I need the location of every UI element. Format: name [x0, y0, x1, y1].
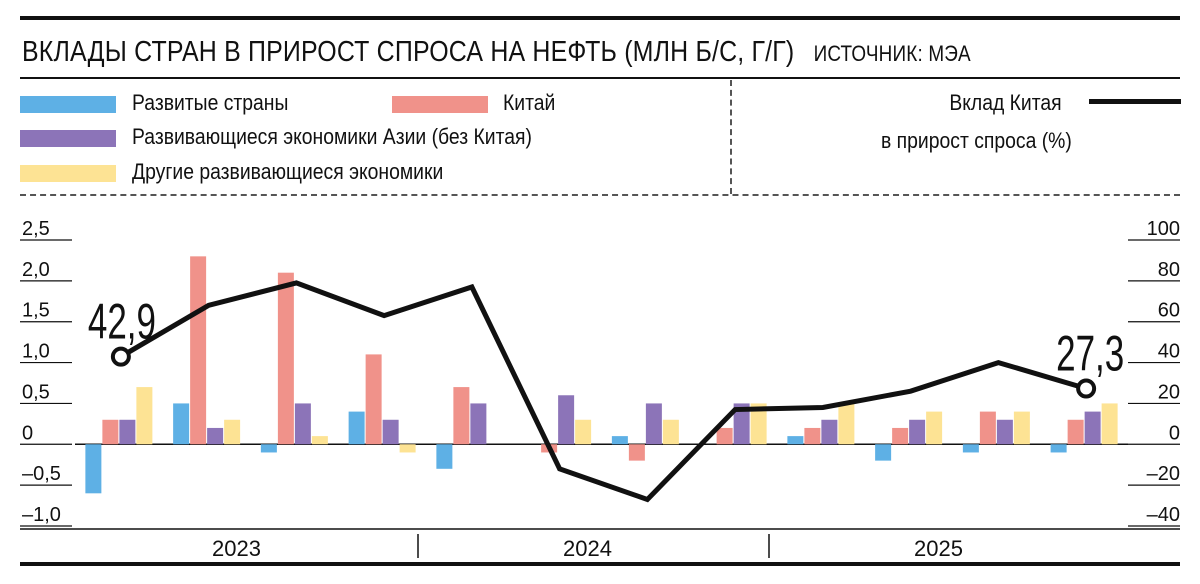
callout-first: 42,9	[88, 295, 156, 351]
bar-other	[1013, 411, 1030, 445]
callout-last: 27,3	[1056, 326, 1124, 382]
bar-other	[662, 419, 679, 445]
legend-label-line-2: в прирост спроса (%)	[881, 128, 1072, 153]
bar-china	[190, 256, 207, 445]
legend-label-line-1: Вклад Китая	[949, 90, 1062, 115]
bar-china	[365, 354, 382, 445]
bar-other	[311, 436, 328, 445]
china-share-line	[119, 280, 1087, 503]
right-axis-tick-label: 80	[1158, 259, 1180, 281]
legend-separator	[730, 80, 732, 194]
bar-china	[628, 444, 645, 461]
left-axis-tick-label: –0,5	[22, 463, 61, 485]
bar-developed	[611, 436, 628, 445]
title-text: ВКЛАДЫ СТРАН В ПРИРОСТ СПРОСА НА НЕФТЬ (…	[22, 36, 795, 68]
bar-china	[277, 272, 294, 445]
bar-china	[453, 387, 470, 445]
top-rule	[20, 16, 1180, 20]
bar-asia	[909, 419, 926, 445]
title-rule	[20, 77, 1180, 79]
right-axis-tick-label: –40	[1147, 504, 1180, 526]
bar-china	[716, 427, 733, 445]
right-axis-tick-label: 60	[1158, 300, 1180, 322]
bar-developed	[962, 444, 979, 453]
bar-china	[979, 411, 996, 445]
bar-asia	[1084, 411, 1101, 445]
line-end-marker	[1076, 378, 1097, 399]
year-label: 2023	[212, 536, 261, 561]
legend-label-china: Китай	[503, 90, 556, 115]
bar-developed	[173, 403, 190, 445]
bar-other	[136, 387, 153, 445]
line-end-marker	[110, 346, 131, 367]
bar-developed	[260, 444, 277, 453]
bar-asia	[821, 419, 838, 445]
bar-other	[224, 419, 241, 445]
bottom-rule	[20, 562, 1180, 566]
left-axis-tick-label: 2,0	[22, 259, 50, 281]
legend-label-asia: Развивающиеся экономики Азии (без Китая)	[132, 124, 532, 149]
left-axis-tick-label: 2,5	[22, 218, 50, 240]
right-axis-tick-label: 20	[1158, 381, 1180, 403]
bar-asia	[733, 403, 750, 445]
legend-swatch-asia	[20, 130, 116, 147]
bar-developed	[436, 444, 453, 469]
bar-other	[838, 403, 855, 445]
legend-swatch-developed	[20, 96, 116, 113]
legend-label-developed: Развитые страны	[132, 90, 289, 115]
bar-other	[926, 411, 943, 445]
bar-china	[804, 427, 821, 445]
bar-developed	[85, 444, 102, 494]
left-axis-tick-label: 1,5	[22, 300, 50, 322]
year-label: 2025	[914, 536, 963, 561]
year-label: 2024	[563, 536, 612, 561]
bar-developed	[348, 411, 365, 445]
right-axis-tick-label: 40	[1158, 341, 1180, 363]
bar-other	[399, 444, 416, 453]
right-axis-tick-label: 0	[1169, 422, 1180, 444]
bar-asia	[558, 395, 575, 445]
left-axis-tick-label: 0,5	[22, 381, 50, 403]
legend-swatch-china	[392, 96, 488, 113]
bar-asia	[645, 403, 662, 445]
bar-developed	[787, 436, 804, 445]
source-text: ИСТОЧНИК: МЭА	[813, 41, 971, 66]
legend-rule	[20, 194, 1180, 196]
legend-swatch-line	[1089, 99, 1181, 104]
bar-asia	[470, 403, 487, 445]
left-axis-tick-label: 1,0	[22, 341, 50, 363]
bar-asia	[996, 419, 1013, 445]
bar-asia	[294, 403, 311, 445]
chart-title: ВКЛАДЫ СТРАН В ПРИРОСТ СПРОСА НА НЕФТЬ (…	[22, 36, 971, 69]
bar-asia	[119, 419, 136, 445]
bar-other	[1101, 403, 1118, 445]
bar-asia	[382, 419, 399, 445]
bar-other	[575, 419, 592, 445]
left-axis-tick-label: 0	[22, 422, 33, 444]
bar-developed	[1050, 444, 1067, 453]
right-axis-tick-label: 100	[1147, 218, 1180, 240]
left-axis-tick-label: –1,0	[22, 504, 61, 526]
bar-other	[750, 403, 767, 445]
bar-developed	[875, 444, 892, 461]
legend-swatch-other	[20, 165, 116, 182]
bar-china	[102, 419, 119, 445]
bar-china	[1067, 419, 1084, 445]
bar-china	[892, 427, 909, 445]
right-axis-tick-label: –20	[1147, 463, 1180, 485]
legend-label-other: Другие развивающиеся экономики	[132, 159, 444, 184]
bar-asia	[207, 427, 224, 445]
